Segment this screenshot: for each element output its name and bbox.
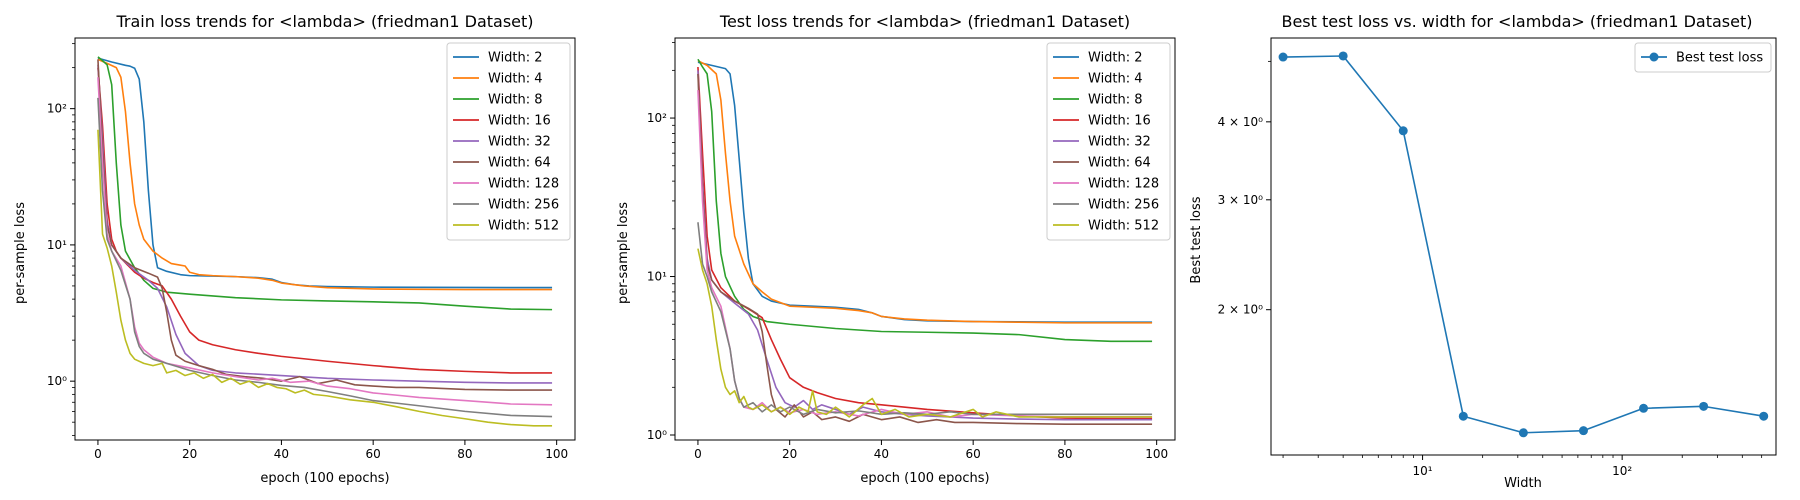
train-loss-series-line-7 bbox=[97, 77, 553, 406]
best-test-loss-data-point bbox=[1578, 426, 1588, 436]
train-loss-plot-frame bbox=[74, 37, 576, 441]
train-loss-legend-label: Width: 64 bbox=[488, 156, 551, 171]
test-loss-series-line-3 bbox=[697, 58, 1153, 343]
test-loss-xtick-label: 80 bbox=[1057, 447, 1072, 461]
train-loss-series-line-8 bbox=[97, 97, 553, 418]
test-loss-xtick-label: 0 bbox=[694, 447, 702, 461]
train-loss-ytick-label: 10¹ bbox=[47, 238, 67, 252]
train-loss-ytick-label: 10⁰ bbox=[47, 374, 67, 388]
best-test-loss-data-point bbox=[1518, 428, 1528, 438]
train-loss-title: Train loss trends for <lambda> (friedman… bbox=[115, 12, 533, 31]
train-loss-xtick-label: 40 bbox=[274, 447, 289, 461]
train-loss-ytick-label: 10² bbox=[47, 102, 67, 116]
best-test-loss-plot-frame bbox=[1270, 37, 1777, 456]
best-test-loss-xtick-label: 10¹ bbox=[1413, 464, 1433, 478]
test-loss-legend-label: Width: 16 bbox=[1088, 114, 1151, 129]
best-test-loss-ticks: 10¹ 10² 2 × 10⁰ 3 × 10⁰ 4 × 10⁰ bbox=[1218, 60, 1763, 478]
test-loss-series-line-9 bbox=[697, 248, 1153, 418]
test-loss-series-line-6 bbox=[697, 73, 1153, 425]
train-loss-ticks: 0 20 40 60 80 100 10⁰ 10¹ 10² bbox=[47, 43, 568, 461]
best-test-loss-ylabel: Best test loss bbox=[1189, 196, 1204, 283]
train-loss-series-line-6 bbox=[97, 59, 553, 391]
best-test-loss-xlabel: Width bbox=[1504, 476, 1542, 491]
best-test-loss-series-line-1 bbox=[1283, 55, 1764, 434]
test-loss-ylabel: per-sample loss bbox=[616, 202, 631, 304]
test-loss-xtick-label: 40 bbox=[874, 447, 889, 461]
train-loss-legend-label: Width: 512 bbox=[488, 219, 559, 234]
train-loss-legend-label: Width: 2 bbox=[488, 51, 543, 66]
test-loss-series-line-7 bbox=[697, 90, 1153, 418]
train-loss-legend-label: Width: 32 bbox=[488, 135, 551, 150]
train-loss-series-line-3 bbox=[97, 56, 553, 311]
test-loss-legend-label: Width: 2 bbox=[1088, 51, 1143, 66]
best-test-loss-legend-box bbox=[1634, 42, 1772, 73]
best-test-loss-panel: Best test loss vs. width for <lambda> (f… bbox=[1189, 12, 1777, 491]
test-loss-panel: Test loss trends for <lambda> (friedman1… bbox=[616, 12, 1176, 486]
best-test-loss-data-point bbox=[1398, 126, 1408, 136]
best-test-loss-data-point bbox=[1699, 401, 1709, 411]
train-loss-legend-label: Width: 16 bbox=[488, 114, 551, 129]
train-loss-legend-label: Width: 128 bbox=[488, 177, 559, 192]
test-loss-ytick-label: 10⁰ bbox=[647, 428, 667, 442]
test-loss-legend-label: Width: 64 bbox=[1088, 156, 1151, 171]
test-loss-plot-frame bbox=[674, 37, 1176, 441]
test-loss-series-line-8 bbox=[697, 222, 1153, 416]
train-loss-legend-label: Width: 4 bbox=[488, 72, 543, 87]
test-loss-title: Test loss trends for <lambda> (friedman1… bbox=[719, 12, 1130, 31]
test-loss-xlabel: epoch (100 epochs) bbox=[860, 471, 989, 486]
test-loss-legend-label: Width: 512 bbox=[1088, 219, 1159, 234]
train-loss-lines bbox=[97, 56, 553, 427]
train-loss-series-line-2 bbox=[97, 58, 553, 291]
best-test-loss-legend: Best test loss bbox=[1634, 42, 1772, 73]
best-test-loss-ytick-label: 4 × 10⁰ bbox=[1218, 115, 1264, 129]
train-loss-xtick-label: 100 bbox=[545, 447, 568, 461]
best-test-loss-ytick-label: 2 × 10⁰ bbox=[1218, 303, 1264, 317]
best-test-loss-xtick-label: 10² bbox=[1612, 464, 1632, 478]
train-loss-xtick-label: 60 bbox=[366, 447, 381, 461]
best-test-loss-data-point bbox=[1759, 411, 1769, 421]
test-loss-legend-label: Width: 8 bbox=[1088, 93, 1143, 108]
train-loss-legend-box bbox=[446, 42, 571, 241]
train-loss-xlabel: epoch (100 epochs) bbox=[260, 471, 389, 486]
best-test-loss-ytick-label: 3 × 10⁰ bbox=[1218, 193, 1264, 207]
test-loss-legend-label: Width: 32 bbox=[1088, 135, 1151, 150]
best-test-loss-data-point bbox=[1338, 51, 1348, 61]
train-loss-xtick-label: 0 bbox=[94, 447, 102, 461]
train-loss-ylabel: per-sample loss bbox=[13, 202, 28, 304]
best-test-loss-legend-marker bbox=[1649, 52, 1659, 62]
best-test-loss-lines bbox=[1278, 51, 1769, 438]
test-loss-ticks: 0 20 40 60 80 100 10⁰ 10¹ 10² bbox=[647, 42, 1168, 461]
test-loss-legend-label: Width: 256 bbox=[1088, 198, 1159, 213]
best-test-loss-title: Best test loss vs. width for <lambda> (f… bbox=[1281, 12, 1752, 31]
best-test-loss-data-point bbox=[1639, 403, 1649, 413]
test-loss-legend-box bbox=[1046, 42, 1171, 241]
test-loss-lines bbox=[697, 58, 1153, 425]
test-loss-series-line-2 bbox=[697, 60, 1153, 324]
train-loss-panel: Train loss trends for <lambda> (friedman… bbox=[13, 12, 576, 486]
test-loss-xtick-label: 60 bbox=[966, 447, 981, 461]
test-loss-legend-label: Width: 128 bbox=[1088, 177, 1159, 192]
test-loss-xtick-label: 20 bbox=[782, 447, 797, 461]
test-loss-ytick-label: 10¹ bbox=[647, 270, 667, 284]
test-loss-legend: Width: 2 Width: 4 Width: 8 Width: 16 Width: … bbox=[1046, 42, 1171, 241]
train-loss-xtick-label: 20 bbox=[182, 447, 197, 461]
test-loss-legend-label: Width: 4 bbox=[1088, 72, 1143, 87]
train-loss-xtick-label: 80 bbox=[457, 447, 472, 461]
best-test-loss-data-point bbox=[1458, 411, 1468, 421]
train-loss-legend: Width: 2 Width: 4 Width: 8 Width: 16 Width: … bbox=[446, 42, 571, 241]
train-loss-legend-label: Width: 256 bbox=[488, 198, 559, 213]
train-loss-legend-label: Width: 8 bbox=[488, 93, 543, 108]
best-test-loss-data-point bbox=[1278, 52, 1288, 62]
train-loss-series-line-9 bbox=[97, 129, 553, 427]
test-loss-ytick-label: 10² bbox=[647, 111, 667, 125]
best-test-loss-legend-label: Best test loss bbox=[1676, 51, 1763, 66]
train-loss-series-line-1 bbox=[97, 57, 553, 289]
test-loss-xtick-label: 100 bbox=[1145, 447, 1168, 461]
